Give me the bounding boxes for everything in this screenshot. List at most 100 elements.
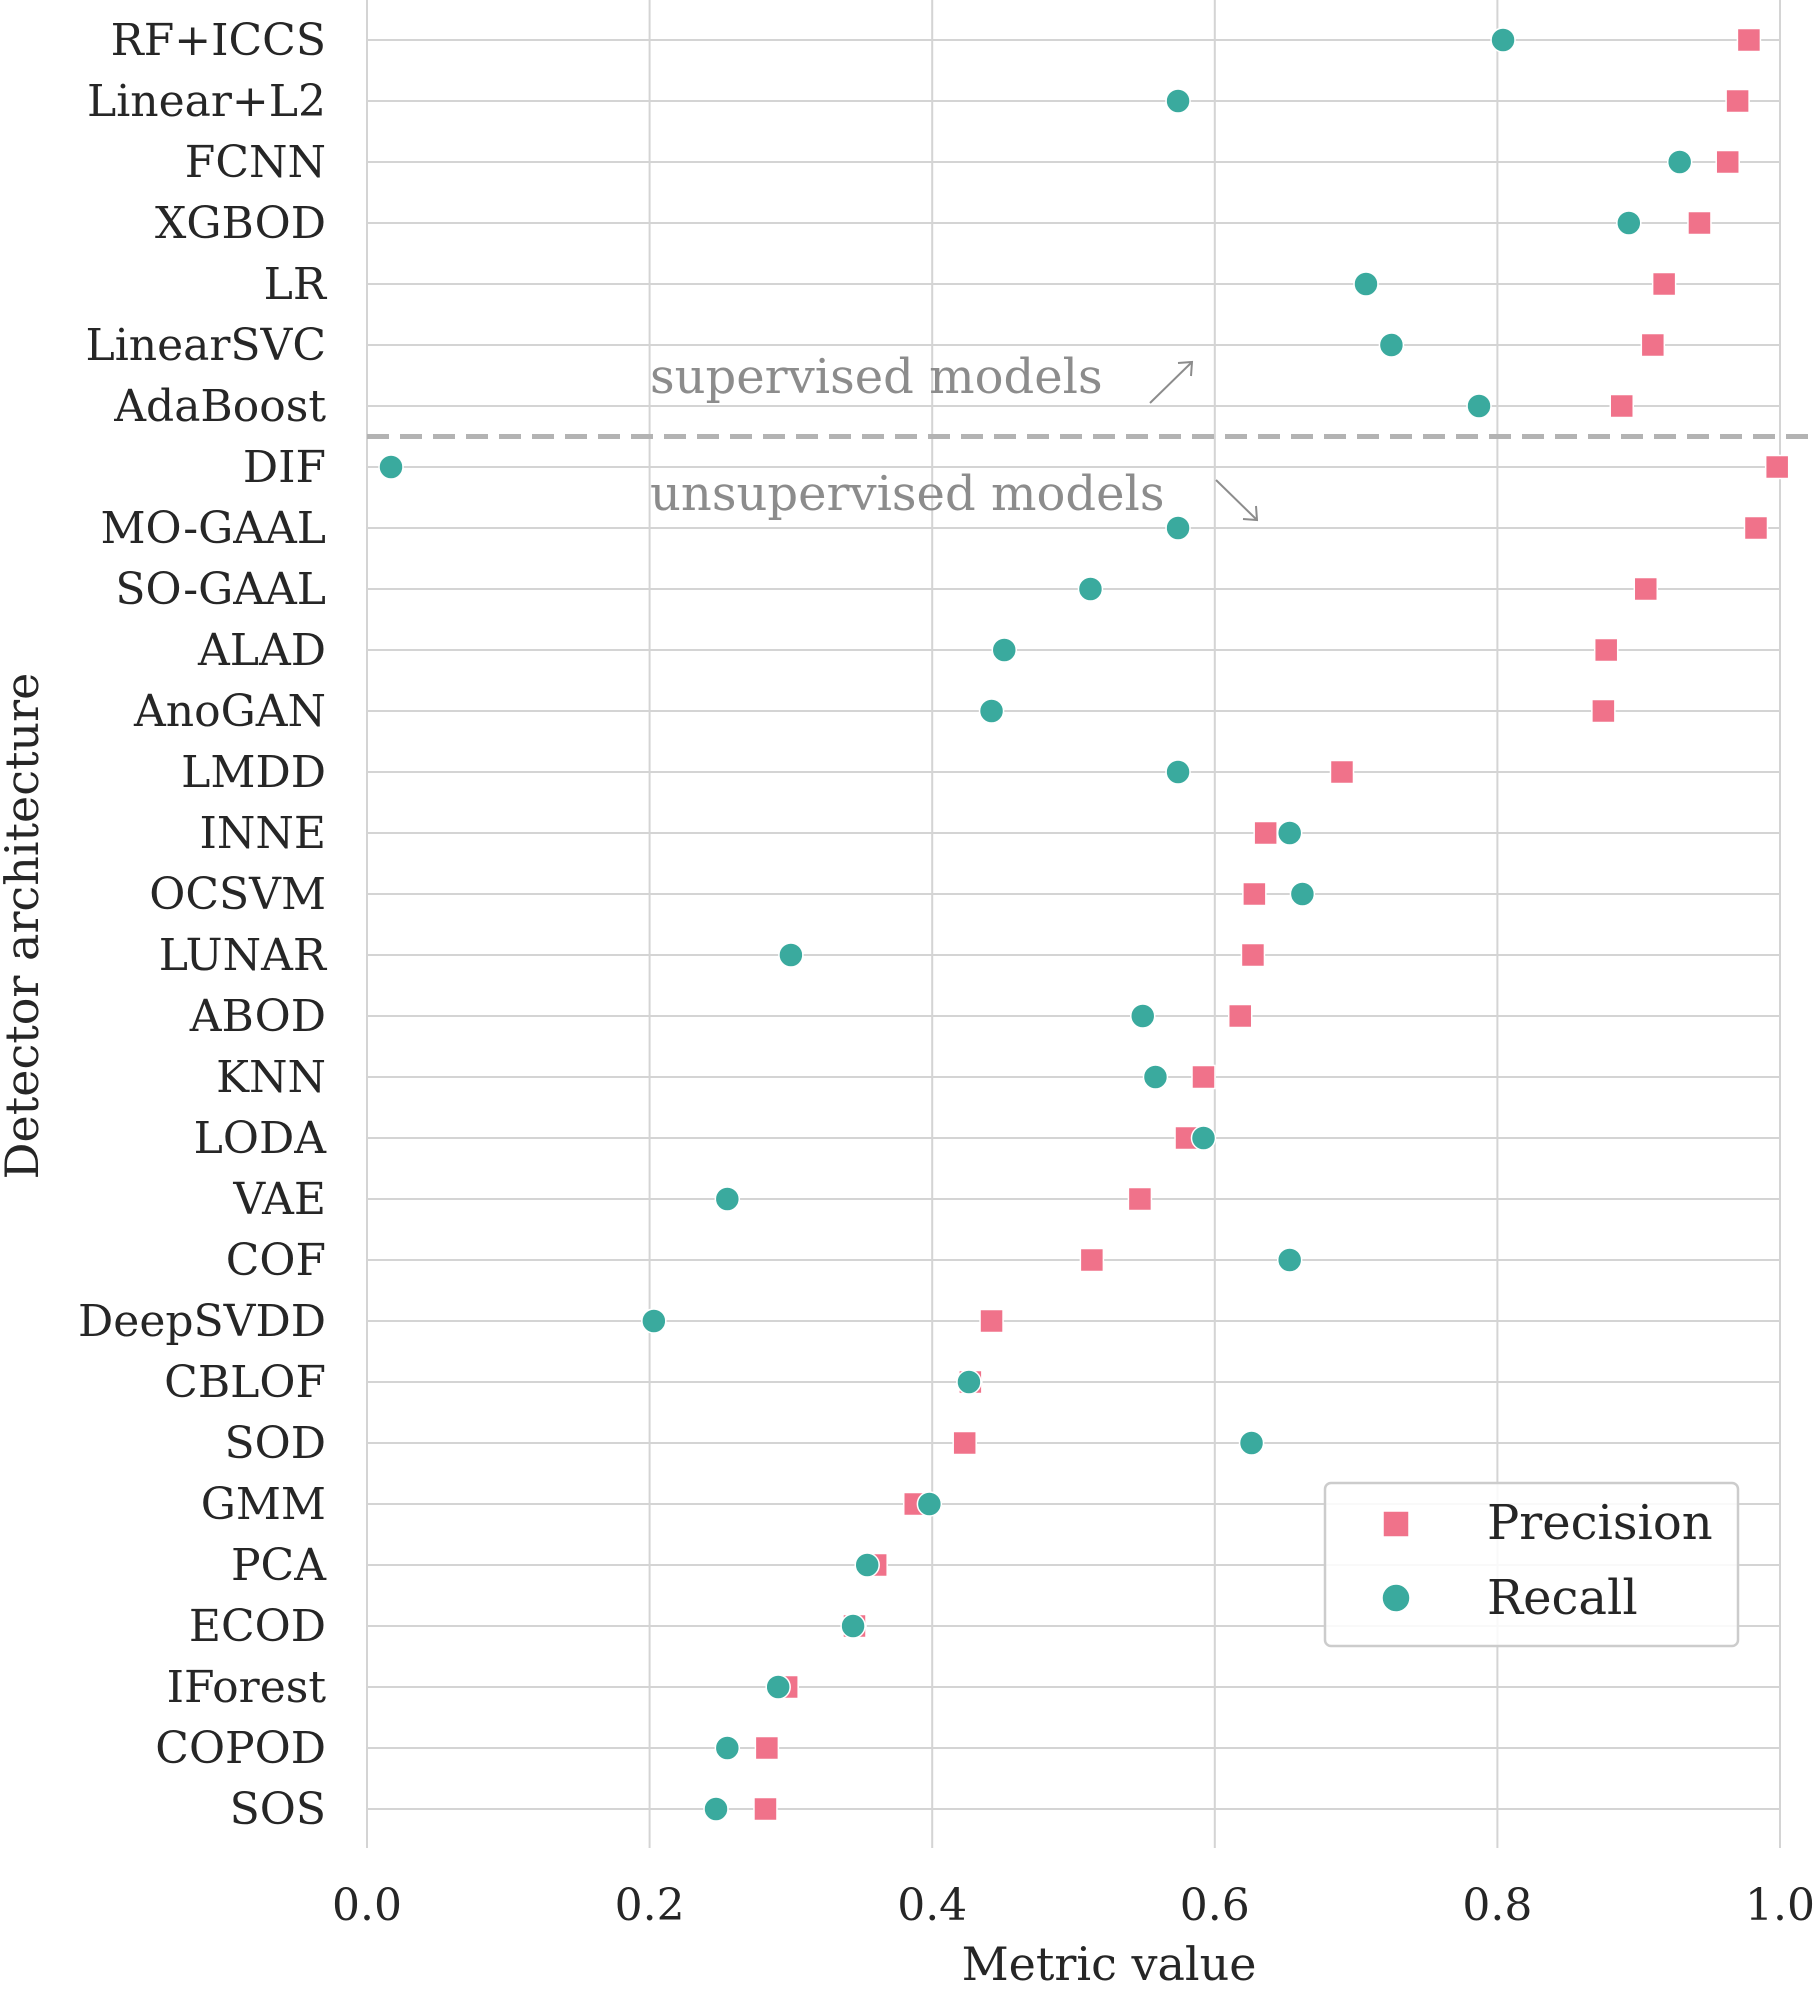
precision-marker	[1640, 332, 1666, 358]
y-tick-label: ECOD	[189, 1601, 326, 1652]
recall-marker	[1276, 1247, 1303, 1273]
y-tick-label: LR	[264, 259, 328, 310]
precision-marker	[1253, 820, 1278, 846]
precision-marker	[1079, 1247, 1105, 1273]
y-tick-label: FCNN	[185, 137, 326, 188]
precision-marker	[1227, 1003, 1253, 1029]
recall-marker	[714, 1735, 741, 1761]
precision-marker	[1725, 88, 1750, 114]
recall-marker	[703, 1796, 729, 1822]
y-tick-label: DeepSVDD	[78, 1296, 326, 1347]
recall-marker	[714, 1186, 741, 1212]
precision-marker	[1591, 698, 1616, 724]
recall-marker	[1077, 576, 1104, 602]
recall-marker	[1466, 393, 1492, 419]
recall-marker	[1353, 271, 1379, 297]
legend-box	[1323, 1481, 1740, 1648]
recall-marker	[641, 1308, 667, 1334]
x-tick-label: 0.0	[332, 1880, 402, 1931]
x-axis-title: Metric value	[962, 1937, 1257, 1991]
annotation-supervised: supervised models	[650, 349, 1103, 405]
y-tick-label: AnoGAN	[133, 686, 326, 737]
annotation-unsupervised: unsupervised models	[650, 466, 1164, 522]
y-tick-labels: RF+ICCS Linear+L2 FCNN XGBOD LR LinearSVC AdaB…	[78, 15, 328, 1835]
precision-marker	[1593, 637, 1619, 663]
precision-marker	[952, 1430, 977, 1456]
recall-marker	[1238, 1430, 1265, 1456]
recall-marker	[1490, 27, 1516, 53]
arrowhead-up-right-icon	[1177, 360, 1194, 377]
precision-marker	[753, 1796, 778, 1822]
precision-marker	[1242, 881, 1267, 907]
x-tick-label: 0.4	[897, 1880, 967, 1931]
y-tick-label: LUNAR	[159, 930, 328, 981]
y-tick-label: GMM	[201, 1479, 326, 1530]
recall-marker	[1276, 820, 1303, 846]
y-tick-label: ALAD	[197, 625, 326, 676]
legend-recall-swatch	[1381, 1583, 1411, 1613]
y-tick-label: LinearSVC	[85, 320, 326, 371]
recall-marker	[916, 1491, 943, 1517]
data-markers	[378, 27, 1790, 1822]
recall-marker	[1616, 210, 1642, 236]
recall-marker	[1165, 515, 1191, 541]
recall-marker	[1165, 759, 1191, 785]
recall-marker	[1190, 1125, 1217, 1151]
legend-recall-label: Recall	[1487, 1570, 1638, 1626]
recall-marker	[1289, 881, 1316, 907]
precision-marker	[1633, 576, 1659, 602]
y-tick-label: SOD	[225, 1418, 327, 1469]
y-tick-label: Linear+L2	[87, 76, 326, 127]
y-tick-label: MO-GAAL	[100, 503, 326, 554]
y-axis-title: Detector architecture	[0, 673, 49, 1180]
y-tick-label: LMDD	[181, 747, 326, 798]
annotations: supervised models unsupervised models	[650, 349, 1259, 522]
legend-precision-label: Precision	[1487, 1495, 1713, 1551]
y-tick-label: PCA	[231, 1540, 327, 1591]
precision-marker	[1736, 27, 1762, 53]
precision-marker	[1687, 210, 1712, 236]
precision-marker	[979, 1308, 1004, 1334]
legend: Precision Recall	[1323, 1481, 1740, 1648]
recall-marker	[978, 698, 1005, 724]
x-tick-labels: 0.0 0.2 0.4 0.6 0.8 1.0	[332, 1880, 1815, 1931]
precision-marker	[1743, 515, 1769, 541]
grid-lines	[366, 0, 1781, 1848]
recall-marker	[1378, 332, 1405, 358]
y-tick-label: OCSVM	[149, 869, 326, 920]
recall-marker	[854, 1552, 880, 1578]
y-tick-label: XGBOD	[155, 198, 326, 249]
x-tick-label: 0.2	[615, 1880, 685, 1931]
legend-precision-swatch	[1382, 1510, 1410, 1538]
y-tick-label: DIF	[243, 442, 326, 493]
recall-marker	[778, 942, 804, 968]
precision-marker	[1609, 393, 1634, 419]
y-tick-label: CBLOF	[164, 1357, 326, 1408]
y-tick-label: IForest	[167, 1662, 327, 1713]
y-tick-label: SO-GAAL	[115, 564, 326, 615]
arrowhead-down-right-icon	[1242, 505, 1259, 522]
y-tick-label: COPOD	[155, 1723, 326, 1774]
y-tick-label: INNE	[200, 808, 327, 859]
precision-marker	[1127, 1186, 1153, 1212]
recall-marker	[1129, 1003, 1156, 1029]
y-tick-label: AdaBoost	[113, 381, 326, 432]
arrow-down-right-icon	[1215, 479, 1258, 521]
recall-marker	[378, 454, 404, 480]
x-tick-label: 0.8	[1462, 1880, 1532, 1931]
y-tick-label: VAE	[232, 1174, 326, 1225]
precision-marker	[1651, 271, 1677, 297]
arrow-up-right-icon	[1149, 361, 1193, 404]
precision-marker	[1240, 942, 1266, 968]
x-tick-label: 1.0	[1745, 1880, 1815, 1931]
y-tick-label: COF	[226, 1235, 326, 1286]
y-tick-label: RF+ICCS	[111, 15, 326, 66]
y-tick-label: LODA	[194, 1113, 328, 1164]
y-tick-label: ABOD	[189, 991, 326, 1042]
recall-marker	[1666, 149, 1693, 175]
y-tick-label: SOS	[230, 1784, 326, 1835]
recall-marker	[956, 1369, 982, 1395]
recall-marker	[840, 1613, 866, 1639]
